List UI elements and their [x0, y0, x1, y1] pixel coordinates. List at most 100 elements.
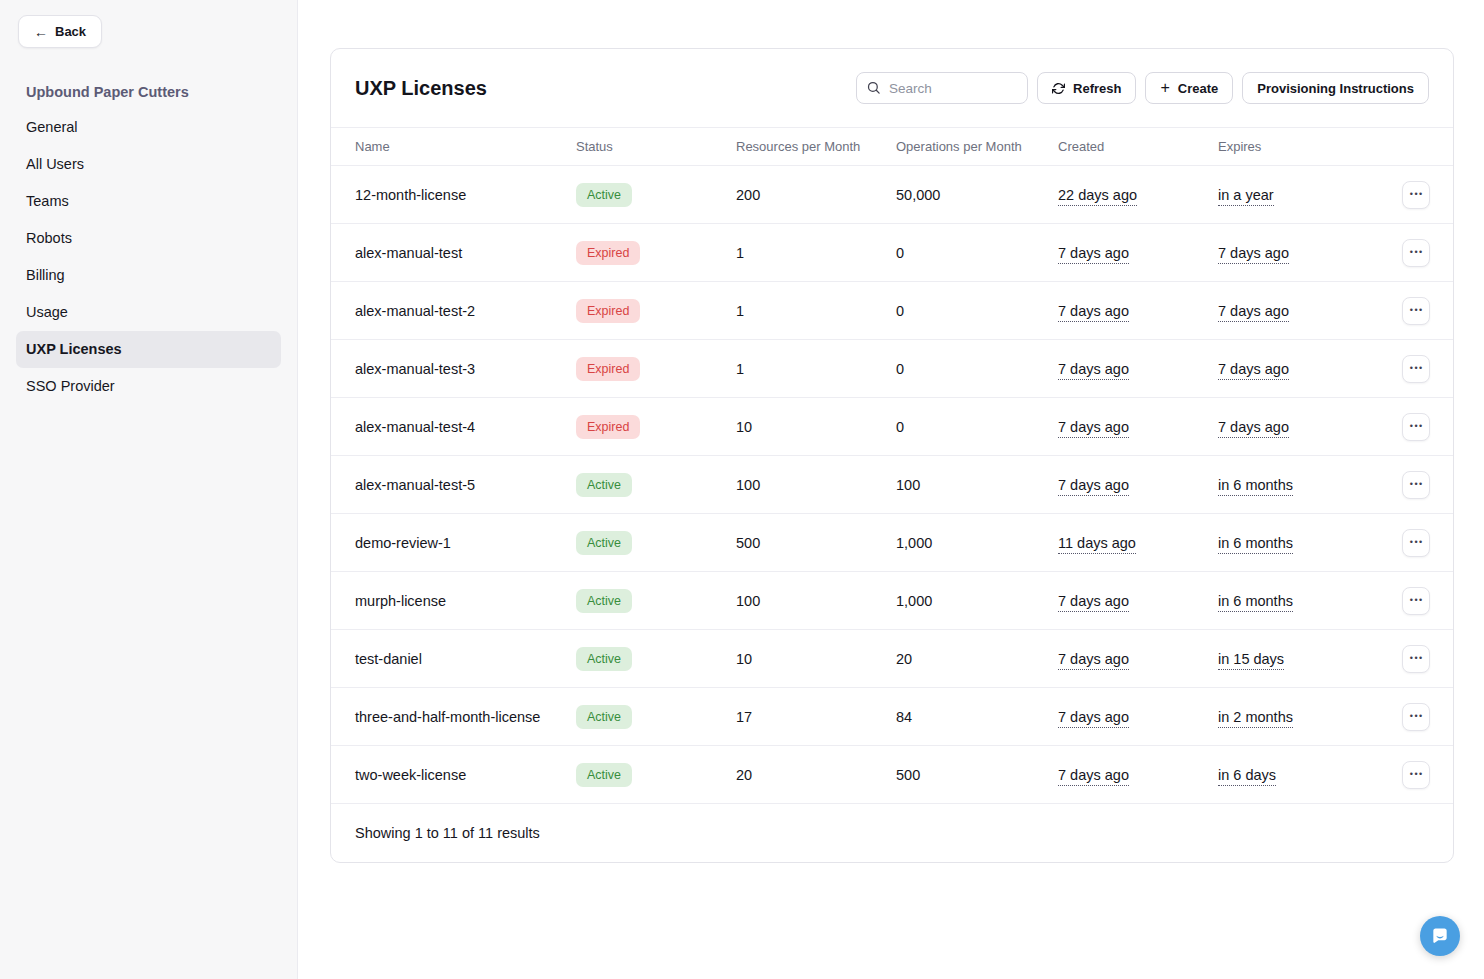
ellipsis-icon: ••• [1408, 190, 1423, 199]
expires-value: in 15 days [1218, 651, 1284, 670]
license-name: murph-license [355, 593, 446, 609]
row-actions-button[interactable]: ••• [1402, 355, 1430, 383]
main-content: UXP Licenses [298, 0, 1484, 979]
operations-value: 0 [896, 303, 904, 319]
created-value: 11 days ago [1058, 535, 1136, 554]
operations-value: 0 [896, 419, 904, 435]
ellipsis-icon: ••• [1408, 480, 1423, 489]
license-name: alex-manual-test-2 [355, 303, 475, 319]
chat-launcher-button[interactable] [1420, 916, 1460, 956]
row-actions-button[interactable]: ••• [1402, 413, 1430, 441]
ellipsis-icon: ••• [1408, 248, 1423, 257]
license-name: 12-month-license [355, 187, 466, 203]
expires-value: in a year [1218, 187, 1274, 206]
row-actions-button[interactable]: ••• [1402, 181, 1430, 209]
create-button[interactable]: + Create [1145, 72, 1233, 104]
operations-value: 20 [896, 651, 912, 667]
back-button[interactable]: ← Back [18, 15, 102, 48]
row-actions-button[interactable]: ••• [1402, 297, 1430, 325]
operations-value: 100 [896, 477, 920, 493]
resources-value: 1 [736, 303, 744, 319]
created-value: 7 days ago [1058, 593, 1129, 612]
table-header-row: NameStatusResources per MonthOperations … [331, 128, 1453, 166]
results-summary: Showing 1 to 11 of 11 results [355, 825, 540, 841]
sidebar-nav: GeneralAll UsersTeamsRobotsBillingUsageU… [16, 109, 281, 405]
expires-value: 7 days ago [1218, 245, 1289, 264]
back-button-label: Back [55, 24, 86, 39]
operations-value: 84 [896, 709, 912, 725]
resources-value: 200 [736, 187, 760, 203]
ellipsis-icon: ••• [1408, 422, 1423, 431]
license-name: three-and-half-month-license [355, 709, 540, 725]
created-value: 7 days ago [1058, 245, 1129, 264]
license-name: demo-review-1 [355, 535, 451, 551]
refresh-button-label: Refresh [1073, 81, 1121, 96]
ellipsis-icon: ••• [1408, 306, 1423, 315]
expires-value: in 6 months [1218, 535, 1293, 554]
column-header-operations-per-month: Operations per Month [896, 128, 1058, 166]
operations-value: 500 [896, 767, 920, 783]
status-badge: Active [576, 763, 632, 787]
created-value: 7 days ago [1058, 709, 1129, 728]
row-actions-button[interactable]: ••• [1402, 471, 1430, 499]
resources-value: 100 [736, 593, 760, 609]
ellipsis-icon: ••• [1408, 596, 1423, 605]
row-actions-button[interactable]: ••• [1402, 239, 1430, 267]
sidebar-item-billing[interactable]: Billing [16, 257, 281, 294]
refresh-button[interactable]: Refresh [1037, 72, 1136, 104]
provisioning-instructions-button[interactable]: Provisioning Instructions [1242, 72, 1429, 104]
operations-value: 0 [896, 245, 904, 261]
sidebar-item-teams[interactable]: Teams [16, 183, 281, 220]
expires-value: 7 days ago [1218, 303, 1289, 322]
sidebar-item-general[interactable]: General [16, 109, 281, 146]
column-header-actions [1386, 128, 1453, 166]
search-input[interactable] [856, 72, 1028, 104]
table-row: alex-manual-test-5Active1001007 days ago… [331, 456, 1453, 514]
operations-value: 0 [896, 361, 904, 377]
refresh-icon [1052, 82, 1065, 95]
ellipsis-icon: ••• [1408, 538, 1423, 547]
sidebar-org-title: Upbound Paper Cutters [16, 75, 281, 109]
table-row: demo-review-1Active5001,00011 days agoin… [331, 514, 1453, 572]
ellipsis-icon: ••• [1408, 712, 1423, 721]
resources-value: 500 [736, 535, 760, 551]
create-button-label: Create [1178, 81, 1218, 96]
row-actions-button[interactable]: ••• [1402, 645, 1430, 673]
sidebar-item-robots[interactable]: Robots [16, 220, 281, 257]
row-actions-button[interactable]: ••• [1402, 761, 1430, 789]
sidebar-item-uxp-licenses[interactable]: UXP Licenses [16, 331, 281, 368]
page-title: UXP Licenses [355, 77, 487, 100]
expires-value: 7 days ago [1218, 419, 1289, 438]
created-value: 7 days ago [1058, 361, 1129, 380]
status-badge: Active [576, 705, 632, 729]
license-name: test-daniel [355, 651, 422, 667]
sidebar-item-all-users[interactable]: All Users [16, 146, 281, 183]
ellipsis-icon: ••• [1408, 364, 1423, 373]
back-arrow-icon: ← [34, 25, 48, 39]
row-actions-button[interactable]: ••• [1402, 703, 1430, 731]
status-badge: Expired [576, 241, 640, 265]
license-name: alex-manual-test-3 [355, 361, 475, 377]
resources-value: 100 [736, 477, 760, 493]
created-value: 7 days ago [1058, 767, 1129, 786]
license-name: alex-manual-test-5 [355, 477, 475, 493]
status-badge: Active [576, 531, 632, 555]
expires-value: in 6 months [1218, 593, 1293, 612]
resources-value: 1 [736, 361, 744, 377]
table-row: test-danielActive10207 days agoin 15 day… [331, 630, 1453, 688]
created-value: 7 days ago [1058, 303, 1129, 322]
resources-value: 10 [736, 651, 752, 667]
row-actions-button[interactable]: ••• [1402, 587, 1430, 615]
expires-value: in 6 days [1218, 767, 1276, 786]
search-box [856, 72, 1028, 104]
row-actions-button[interactable]: ••• [1402, 529, 1430, 557]
card-footer: Showing 1 to 11 of 11 results [331, 804, 1453, 862]
status-badge: Active [576, 647, 632, 671]
sidebar-item-sso-provider[interactable]: SSO Provider [16, 368, 281, 405]
resources-value: 1 [736, 245, 744, 261]
status-badge: Active [576, 183, 632, 207]
ellipsis-icon: ••• [1408, 770, 1423, 779]
column-header-resources-per-month: Resources per Month [736, 128, 896, 166]
plus-icon: + [1160, 80, 1169, 96]
sidebar-item-usage[interactable]: Usage [16, 294, 281, 331]
